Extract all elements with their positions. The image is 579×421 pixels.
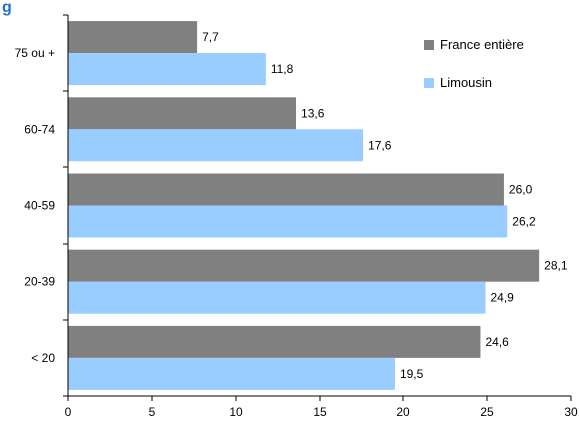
data-label: 11,8: [271, 62, 294, 76]
bar-france-1: [68, 97, 297, 130]
data-label: 26,2: [512, 215, 536, 229]
y-tick-label: 60-74: [24, 122, 55, 136]
x-tick-label: 10: [229, 405, 243, 419]
chart-title: g: [2, 0, 12, 16]
legend: France entière Limousin: [424, 37, 524, 90]
bar-france-2: [68, 173, 504, 206]
bars-group: [68, 21, 540, 390]
bar-france-3: [68, 249, 540, 282]
data-label: 17,6: [368, 138, 392, 152]
bar-limousin-3: [68, 281, 486, 314]
y-tick-label: 20-39: [24, 275, 55, 289]
data-label: 7,7: [202, 30, 219, 44]
data-label: 19,5: [400, 367, 424, 381]
y-tick-label: 40-59: [24, 199, 55, 213]
legend-swatch-france: [424, 40, 434, 50]
x-tick-label: 0: [65, 405, 72, 419]
bar-limousin-4: [68, 357, 395, 390]
axes-group: 75 ou + 60-74 40-59 20-39 < 20 0 5 10 15 20 25 30: [15, 14, 578, 419]
legend-label: France entière: [440, 37, 524, 52]
x-tick-label: 15: [313, 405, 327, 419]
x-tick-label: 5: [149, 405, 156, 419]
bar-limousin-2: [68, 205, 508, 238]
data-label: 28,1: [544, 259, 568, 273]
bar-limousin-0: [68, 53, 266, 86]
data-label: 24,9: [490, 291, 514, 305]
x-tick-label: 25: [480, 405, 494, 419]
bar-limousin-1: [68, 129, 364, 162]
y-tick-label: 75 ou +: [15, 46, 55, 60]
data-label: 24,6: [485, 335, 509, 349]
legend-label: Limousin: [440, 75, 492, 90]
legend-swatch-limousin: [424, 78, 434, 88]
bar-france-0: [68, 21, 198, 54]
y-tick-label: < 20: [31, 351, 55, 365]
bar-france-4: [68, 325, 481, 358]
data-label: 13,6: [301, 106, 325, 120]
data-label: 26,0: [509, 183, 533, 197]
x-tick-label: 20: [396, 405, 410, 419]
x-tick-label: 30: [564, 405, 578, 419]
value-labels-group: 7,7 11,8 13,6 17,6 26,0 26,2 28,1 24,9 24,6 19,5: [202, 30, 568, 381]
